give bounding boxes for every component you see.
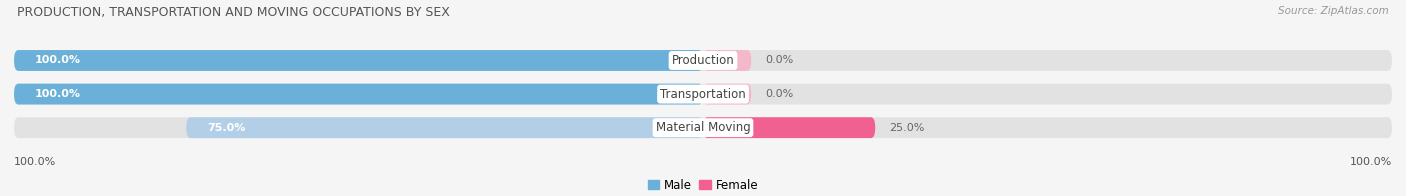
Text: 75.0%: 75.0%: [207, 123, 245, 133]
Text: 0.0%: 0.0%: [765, 55, 793, 65]
Text: PRODUCTION, TRANSPORTATION AND MOVING OCCUPATIONS BY SEX: PRODUCTION, TRANSPORTATION AND MOVING OC…: [17, 6, 450, 19]
FancyBboxPatch shape: [14, 84, 1392, 104]
Text: 100.0%: 100.0%: [1350, 157, 1392, 167]
FancyBboxPatch shape: [703, 50, 751, 71]
FancyBboxPatch shape: [14, 50, 703, 71]
Text: 100.0%: 100.0%: [35, 55, 80, 65]
FancyBboxPatch shape: [703, 117, 876, 138]
FancyBboxPatch shape: [14, 84, 703, 104]
Legend: Male, Female: Male, Female: [643, 174, 763, 196]
Text: Source: ZipAtlas.com: Source: ZipAtlas.com: [1278, 6, 1389, 16]
FancyBboxPatch shape: [14, 117, 1392, 138]
Text: Transportation: Transportation: [661, 88, 745, 101]
Text: 25.0%: 25.0%: [889, 123, 924, 133]
Text: Production: Production: [672, 54, 734, 67]
Text: 100.0%: 100.0%: [35, 89, 80, 99]
FancyBboxPatch shape: [703, 84, 751, 104]
Text: Material Moving: Material Moving: [655, 121, 751, 134]
FancyBboxPatch shape: [14, 50, 1392, 71]
Text: 100.0%: 100.0%: [14, 157, 56, 167]
Text: 0.0%: 0.0%: [765, 89, 793, 99]
FancyBboxPatch shape: [186, 117, 703, 138]
